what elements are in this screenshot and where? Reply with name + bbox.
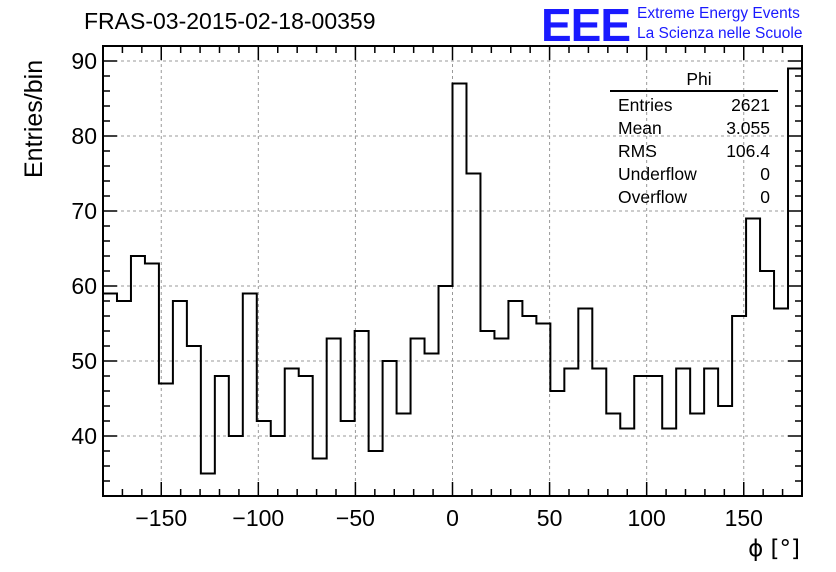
stats-row-overflow: Overflow 0 xyxy=(610,186,778,209)
x-tick-label: 150 xyxy=(725,505,763,531)
stats-value: 2621 xyxy=(731,95,770,115)
histogram-bin xyxy=(383,361,397,496)
axis-ticks xyxy=(102,45,803,496)
stats-separator xyxy=(610,90,778,92)
histogram-bin xyxy=(536,324,550,497)
histogram-bin xyxy=(550,391,564,496)
histogram-bin xyxy=(411,339,425,497)
x-tick-label: −150 xyxy=(135,505,187,531)
stats-value: 0 xyxy=(760,164,770,184)
histogram-bin xyxy=(201,474,215,497)
stats-title: Phi xyxy=(686,69,712,89)
histogram-bin xyxy=(327,339,341,497)
stats-row-underflow: Underflow 0 xyxy=(610,163,778,186)
histogram-bin xyxy=(676,369,690,497)
histogram-bin xyxy=(592,369,606,497)
histogram-bin xyxy=(341,421,355,496)
stats-value: 106.4 xyxy=(726,141,770,161)
histogram-bin xyxy=(145,264,159,497)
stats-label: Entries xyxy=(618,95,673,115)
stats-value: 3.055 xyxy=(726,118,770,138)
y-tick-label: 70 xyxy=(71,198,97,224)
grid-lines xyxy=(103,46,802,496)
histogram-bin xyxy=(634,376,648,496)
axis-tick-labels: −150 −100 −50 0 50 100 150 40 50 60 70 80 90 xyxy=(71,48,763,531)
histogram-bin xyxy=(578,309,592,497)
histogram-bin xyxy=(746,219,760,497)
y-tick-label: 90 xyxy=(71,48,97,74)
logo-caption-line1: Extreme Energy Events xyxy=(637,5,800,22)
stats-row-rms: RMS 106.4 xyxy=(610,140,778,163)
histogram-bin xyxy=(173,301,187,496)
x-tick-label: 100 xyxy=(627,505,665,531)
stats-row-entries: Entries 2621 xyxy=(610,94,778,117)
histogram-bin xyxy=(369,451,383,496)
histogram-bin xyxy=(466,174,480,497)
x-tick-label: −100 xyxy=(232,505,284,531)
histogram-bin xyxy=(299,376,313,496)
y-tick-label: 60 xyxy=(71,273,97,299)
y-tick-label: 40 xyxy=(71,423,97,449)
histogram-bin xyxy=(285,369,299,497)
stats-box: Phi Entries 2621 Mean 3.055 RMS 106.4 Un… xyxy=(610,68,778,209)
histogram-bin xyxy=(243,294,257,497)
histogram-bin xyxy=(662,429,676,497)
histogram-bin xyxy=(355,331,369,496)
histogram-bin xyxy=(480,331,494,496)
stats-label: Mean xyxy=(618,118,662,138)
histogram-bin xyxy=(187,346,201,496)
histogram-bin xyxy=(620,429,634,497)
logo-caption: Extreme Energy Events La Scienza nelle S… xyxy=(637,4,802,44)
plot-title: FRAS-03-2015-02-18-00359 xyxy=(84,8,376,34)
x-tick-label: −50 xyxy=(336,505,375,531)
histogram-bin xyxy=(117,301,131,496)
histogram-bin xyxy=(425,354,439,497)
histogram-bin xyxy=(397,414,411,497)
y-axis-label: Entries/bin xyxy=(20,60,48,178)
histogram-bin xyxy=(494,339,508,497)
histogram-bin xyxy=(215,376,229,496)
x-tick-label: 50 xyxy=(537,505,563,531)
histogram-bin xyxy=(704,369,718,497)
stats-label: Overflow xyxy=(618,187,688,207)
histogram-bin xyxy=(718,406,732,496)
x-tick-label: 0 xyxy=(446,505,459,531)
eee-logo: EEE xyxy=(541,0,631,51)
y-tick-label: 80 xyxy=(71,123,97,149)
histogram-bin xyxy=(522,316,536,496)
y-tick-label: 50 xyxy=(71,348,97,374)
stats-label: Underflow xyxy=(618,164,697,184)
x-axis-label: ϕ [°] xyxy=(748,536,800,562)
histogram-bin xyxy=(564,369,578,497)
histogram-bin xyxy=(313,459,327,497)
stats-row-mean: Mean 3.055 xyxy=(610,117,778,140)
histogram-series xyxy=(103,67,802,497)
histogram-bin xyxy=(606,414,620,497)
histogram-bin xyxy=(690,414,704,497)
stats-value: 0 xyxy=(760,187,770,207)
stats-label: RMS xyxy=(618,141,657,161)
histogram-bin xyxy=(648,376,662,496)
histogram-bin xyxy=(788,69,802,497)
histogram-bin xyxy=(453,84,467,497)
histogram-bin xyxy=(732,316,746,496)
histogram-bin xyxy=(131,256,145,496)
histogram-bin xyxy=(271,436,285,496)
logo-caption-line2: La Scienza nelle Scuole xyxy=(637,25,803,42)
histogram-bin xyxy=(508,301,522,496)
histogram-bin xyxy=(760,271,774,496)
histogram-bin xyxy=(439,286,453,496)
histogram-bin xyxy=(229,436,243,496)
histogram-outline xyxy=(103,67,802,475)
histogram-bin xyxy=(159,384,173,497)
histogram-bin xyxy=(774,309,788,497)
